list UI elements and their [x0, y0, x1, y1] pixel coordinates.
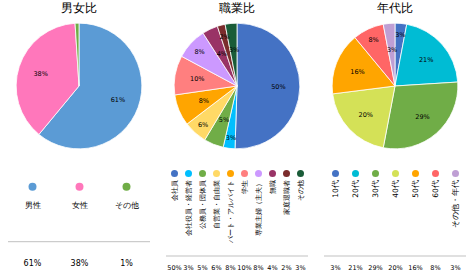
html-text:年代比: 年代比: [377, 1, 413, 15]
svg-text:16%: 16%: [350, 68, 364, 76]
svg-text:男性: 男性: [25, 201, 41, 210]
svg-text:21%: 21%: [348, 264, 362, 272]
svg-text:8%: 8%: [194, 48, 204, 56]
svg-text:50%: 50%: [167, 264, 181, 272]
svg-text:38%: 38%: [33, 70, 47, 78]
svg-text:3%: 3%: [395, 31, 405, 39]
svg-text:10%: 10%: [237, 264, 251, 272]
svg-text:公務員・団体員: 公務員・団体員: [199, 180, 207, 229]
svg-text:8%: 8%: [253, 264, 263, 272]
svg-text:3%: 3%: [450, 264, 460, 272]
svg-text:3%: 3%: [183, 264, 193, 272]
svg-text:女性: 女性: [72, 201, 88, 210]
svg-text:20代: 20代: [351, 180, 360, 198]
svg-text:40代: 40代: [391, 180, 400, 198]
svg-text:5%: 5%: [219, 116, 229, 124]
svg-text:専業主婦（主夫）: 専業主婦（主夫）: [255, 180, 263, 236]
svg-text:4%: 4%: [217, 50, 227, 58]
html-text:男女比: 男女比: [61, 1, 97, 15]
svg-text:16%: 16%: [408, 264, 422, 272]
svg-text:4%: 4%: [267, 264, 277, 272]
svg-text:61%: 61%: [111, 96, 125, 104]
svg-text:家庭退職者: 家庭退職者: [283, 180, 291, 215]
svg-text:無職: 無職: [269, 180, 277, 194]
svg-text:60代: 60代: [431, 180, 440, 198]
svg-text:3%: 3%: [226, 134, 236, 142]
svg-text:2%: 2%: [281, 264, 291, 272]
svg-text:パート・アルバイト: パート・アルバイト: [227, 180, 235, 244]
svg-text:29%: 29%: [415, 113, 429, 121]
svg-text:3%: 3%: [387, 46, 397, 54]
svg-text:3%: 3%: [229, 46, 239, 54]
svg-text:6%: 6%: [198, 121, 208, 129]
svg-text:5%: 5%: [197, 264, 207, 272]
svg-text:その他: その他: [297, 180, 305, 201]
svg-text:8%: 8%: [368, 36, 378, 44]
svg-text:3%: 3%: [295, 264, 305, 272]
svg-text:50代: 50代: [411, 180, 420, 198]
svg-text:30代: 30代: [371, 180, 380, 198]
svg-text:1%: 1%: [120, 259, 133, 268]
svg-text:6%: 6%: [211, 264, 221, 272]
svg-text:29%: 29%: [368, 264, 382, 272]
svg-text:自営業・自由業: 自営業・自由業: [213, 180, 221, 229]
svg-text:8%: 8%: [199, 97, 209, 105]
html-text:職業比: 職業比: [219, 1, 255, 15]
svg-text:3%: 3%: [330, 264, 340, 272]
svg-text:20%: 20%: [388, 264, 402, 272]
svg-text:50%: 50%: [271, 83, 285, 91]
svg-text:20%: 20%: [358, 111, 372, 119]
svg-text:会社役員・経営者: 会社役員・経営者: [185, 180, 193, 236]
svg-text:会社員: 会社員: [171, 180, 179, 201]
svg-text:その他・年代: その他・年代: [451, 180, 460, 228]
svg-text:38%: 38%: [71, 259, 89, 268]
svg-text:8%: 8%: [430, 264, 440, 272]
svg-text:その他: その他: [115, 201, 139, 210]
svg-text:8%: 8%: [225, 264, 235, 272]
svg-text:21%: 21%: [419, 56, 433, 64]
svg-text:10%: 10%: [190, 75, 204, 83]
svg-text:2%: 2%: [219, 33, 229, 41]
svg-text:10代: 10代: [331, 180, 340, 198]
svg-text:61%: 61%: [24, 259, 42, 268]
svg-text:学生: 学生: [241, 180, 249, 194]
